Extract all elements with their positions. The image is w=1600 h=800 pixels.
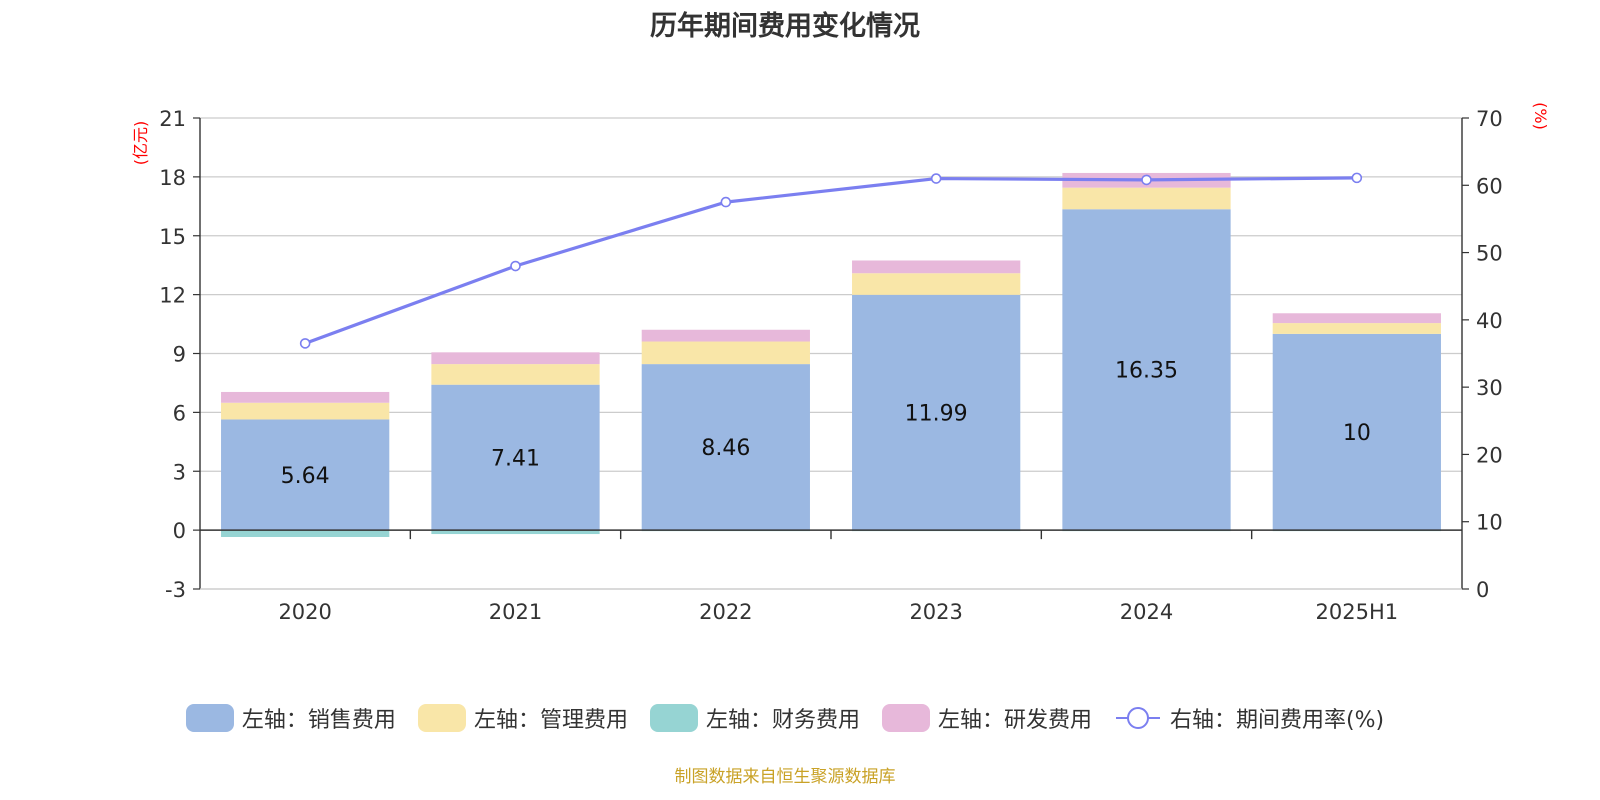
left-axis-tick-label: 3 bbox=[173, 460, 186, 484]
left-axis-tick-label: 18 bbox=[159, 166, 186, 190]
bar-左轴：管理费用 bbox=[852, 273, 1021, 295]
left-axis-tick-label: 21 bbox=[159, 107, 186, 131]
legend-swatch bbox=[417, 704, 466, 732]
legend-label: 左轴：财务费用 bbox=[705, 708, 860, 733]
legend-item[interactable]: 左轴：销售费用 bbox=[185, 702, 396, 734]
bar-左轴：财务费用 bbox=[431, 530, 600, 535]
right-axis-tick-label: 60 bbox=[1476, 174, 1503, 198]
bar-左轴：研发费用 bbox=[852, 260, 1021, 274]
bar-左轴：管理费用 bbox=[1272, 323, 1441, 334]
source-note: 制图数据来自恒生聚源数据库 bbox=[674, 767, 896, 787]
left-axis-tick-label: -3 bbox=[165, 578, 186, 602]
bar-data-label: 7.41 bbox=[491, 446, 540, 471]
rate-point bbox=[1141, 174, 1152, 186]
right-axis-tick-label: 10 bbox=[1476, 511, 1503, 535]
bar-左轴：研发费用 bbox=[1272, 313, 1441, 324]
right-axis-tick-label: 30 bbox=[1476, 376, 1503, 400]
bar-data-label: 10 bbox=[1343, 421, 1371, 446]
bar-data-label: 5.64 bbox=[281, 464, 330, 489]
legend: 左轴：销售费用 左轴：管理费用 左轴：财务费用 左轴：研发费用 右轴：期间费用率(%) bbox=[0, 702, 1570, 734]
bar-左轴：管理费用 bbox=[431, 364, 600, 385]
legend-line-swatch bbox=[1115, 707, 1160, 729]
rate-point bbox=[299, 338, 311, 349]
rate-line bbox=[304, 176, 1357, 345]
legend-marker bbox=[1126, 707, 1149, 729]
bar-data-label: 11.99 bbox=[905, 401, 968, 426]
bar-左轴：管理费用 bbox=[1062, 187, 1231, 210]
left-axis-tick-label: 6 bbox=[173, 401, 186, 425]
legend-label: 左轴：研发费用 bbox=[937, 708, 1092, 733]
bar-左轴：销售费用 bbox=[852, 294, 1021, 531]
bar-data-label: 16.35 bbox=[1115, 359, 1178, 384]
x-axis-tick-label: 2024 bbox=[1120, 600, 1173, 624]
legend-item[interactable]: 左轴：管理费用 bbox=[417, 702, 628, 734]
right-axis-tick-label: 70 bbox=[1476, 107, 1503, 131]
bar-左轴：销售费用 bbox=[641, 364, 810, 531]
left-axis-tick-label: 9 bbox=[173, 343, 186, 367]
left-axis-tick-label: 12 bbox=[159, 284, 186, 308]
bar-左轴：销售费用 bbox=[1062, 209, 1231, 531]
right-axis-tick-label: 20 bbox=[1476, 443, 1503, 467]
right-axis-tick-label: 0 bbox=[1476, 578, 1489, 602]
bar-左轴：财务费用 bbox=[221, 530, 390, 537]
rate-line-series bbox=[299, 172, 1363, 349]
x-axis-tick-label: 2020 bbox=[278, 600, 331, 624]
bar-series bbox=[221, 172, 1441, 537]
left-axis-tick-label: 15 bbox=[159, 225, 186, 249]
x-axis-tick-label: 2023 bbox=[909, 600, 962, 624]
chart-title: 历年期间费用变化情况 bbox=[650, 11, 920, 42]
left-axis-unit: (亿元) bbox=[131, 121, 150, 166]
bar-左轴：销售费用 bbox=[221, 419, 390, 531]
right-axis-unit: (%) bbox=[1531, 102, 1550, 130]
bar-左轴：管理费用 bbox=[221, 402, 390, 420]
legend-label: 左轴：销售费用 bbox=[241, 708, 396, 733]
legend-swatch bbox=[649, 704, 698, 732]
legend-item[interactable]: 右轴：期间费用率(%) bbox=[1114, 702, 1384, 734]
bar-左轴：研发费用 bbox=[221, 391, 390, 403]
axes: -3 0 3 6 9 12 15 18 21 0 10 20 30 40 50 60 70 2020 2021 202… bbox=[159, 107, 1502, 624]
rate-point bbox=[720, 196, 732, 208]
bar-data-label: 8.46 bbox=[701, 436, 750, 461]
legend-swatch bbox=[185, 704, 234, 732]
legend-item[interactable]: 左轴：财务费用 bbox=[649, 702, 860, 734]
legend-label: 左轴：管理费用 bbox=[473, 708, 628, 733]
bar-左轴：研发费用 bbox=[641, 329, 810, 342]
rate-point bbox=[1351, 172, 1363, 184]
left-axis-tick-label: 0 bbox=[173, 519, 186, 543]
legend-item[interactable]: 左轴：研发费用 bbox=[881, 702, 1092, 734]
bar-左轴：管理费用 bbox=[641, 341, 810, 365]
x-axis-tick-label: 2022 bbox=[699, 600, 752, 624]
bar-左轴：销售费用 bbox=[431, 384, 600, 531]
rate-point bbox=[930, 173, 942, 184]
data-labels: 5.64 7.41 8.46 11.99 16.35 10 bbox=[281, 359, 1371, 489]
bar-左轴：研发费用 bbox=[431, 352, 600, 365]
x-axis-tick-label: 2025H1 bbox=[1316, 600, 1399, 624]
right-axis-tick-label: 50 bbox=[1476, 242, 1503, 266]
legend-swatch bbox=[881, 704, 930, 732]
bar-左轴：销售费用 bbox=[1272, 333, 1441, 531]
legend-label: 右轴：期间费用率(%) bbox=[1169, 708, 1385, 733]
x-axis-tick-label: 2021 bbox=[489, 600, 542, 624]
right-axis-tick-label: 40 bbox=[1476, 309, 1503, 333]
rate-point bbox=[510, 260, 521, 272]
